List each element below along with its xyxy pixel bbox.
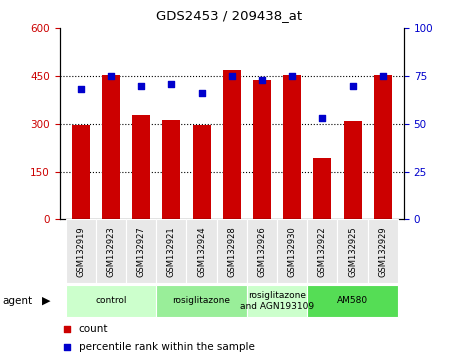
Text: GSM132927: GSM132927 (137, 226, 146, 277)
Bar (126, 219, 157, 283)
Point (319, 115, 326, 121)
Bar (374, 75, 392, 219)
Bar (192, 126, 211, 219)
Text: GSM132921: GSM132921 (167, 226, 176, 277)
Bar (277, 219, 307, 283)
Point (228, 73, 235, 79)
Bar (66, 285, 157, 317)
Bar (162, 120, 180, 219)
Text: ▶: ▶ (42, 296, 50, 306)
Text: GSM132923: GSM132923 (106, 226, 116, 277)
Bar (157, 285, 247, 317)
Bar (96, 219, 126, 283)
Bar (132, 115, 150, 219)
Text: count: count (78, 324, 108, 333)
Text: AM580: AM580 (337, 296, 368, 306)
Point (168, 81, 175, 87)
Text: agent: agent (2, 296, 33, 306)
Text: GSM132926: GSM132926 (257, 226, 267, 277)
Text: GSM132919: GSM132919 (76, 226, 85, 277)
Point (258, 77, 266, 83)
Point (198, 91, 205, 96)
Point (63, 326, 70, 331)
Bar (307, 285, 398, 317)
Bar (247, 285, 307, 317)
Bar (307, 219, 337, 283)
Text: GSM132928: GSM132928 (227, 226, 236, 277)
Text: GSM132924: GSM132924 (197, 226, 206, 277)
Text: percentile rank within the sample: percentile rank within the sample (78, 342, 254, 352)
Point (349, 83, 356, 88)
Point (107, 73, 115, 79)
Bar (217, 219, 247, 283)
Text: rosiglitazone: rosiglitazone (173, 296, 230, 306)
Bar (72, 125, 90, 219)
Bar (313, 158, 331, 219)
Bar (337, 219, 368, 283)
Bar (186, 219, 217, 283)
Text: GSM132922: GSM132922 (318, 226, 327, 277)
Text: GDS2453 / 209438_at: GDS2453 / 209438_at (157, 9, 302, 22)
Bar (343, 121, 362, 219)
Bar (66, 219, 96, 283)
Text: GSM132929: GSM132929 (378, 226, 387, 277)
Point (77, 87, 84, 92)
Bar (247, 219, 277, 283)
Text: control: control (95, 296, 127, 306)
Bar (102, 75, 120, 219)
Text: GSM132930: GSM132930 (288, 226, 297, 277)
Point (289, 73, 296, 79)
Point (138, 83, 145, 88)
Bar (253, 80, 271, 219)
Text: rosiglitazone
and AGN193109: rosiglitazone and AGN193109 (240, 291, 314, 310)
Point (379, 73, 386, 79)
Bar (283, 75, 301, 219)
Bar (223, 70, 241, 219)
Point (63, 344, 70, 350)
Text: GSM132925: GSM132925 (348, 226, 357, 277)
Bar (157, 219, 186, 283)
Bar (368, 219, 398, 283)
